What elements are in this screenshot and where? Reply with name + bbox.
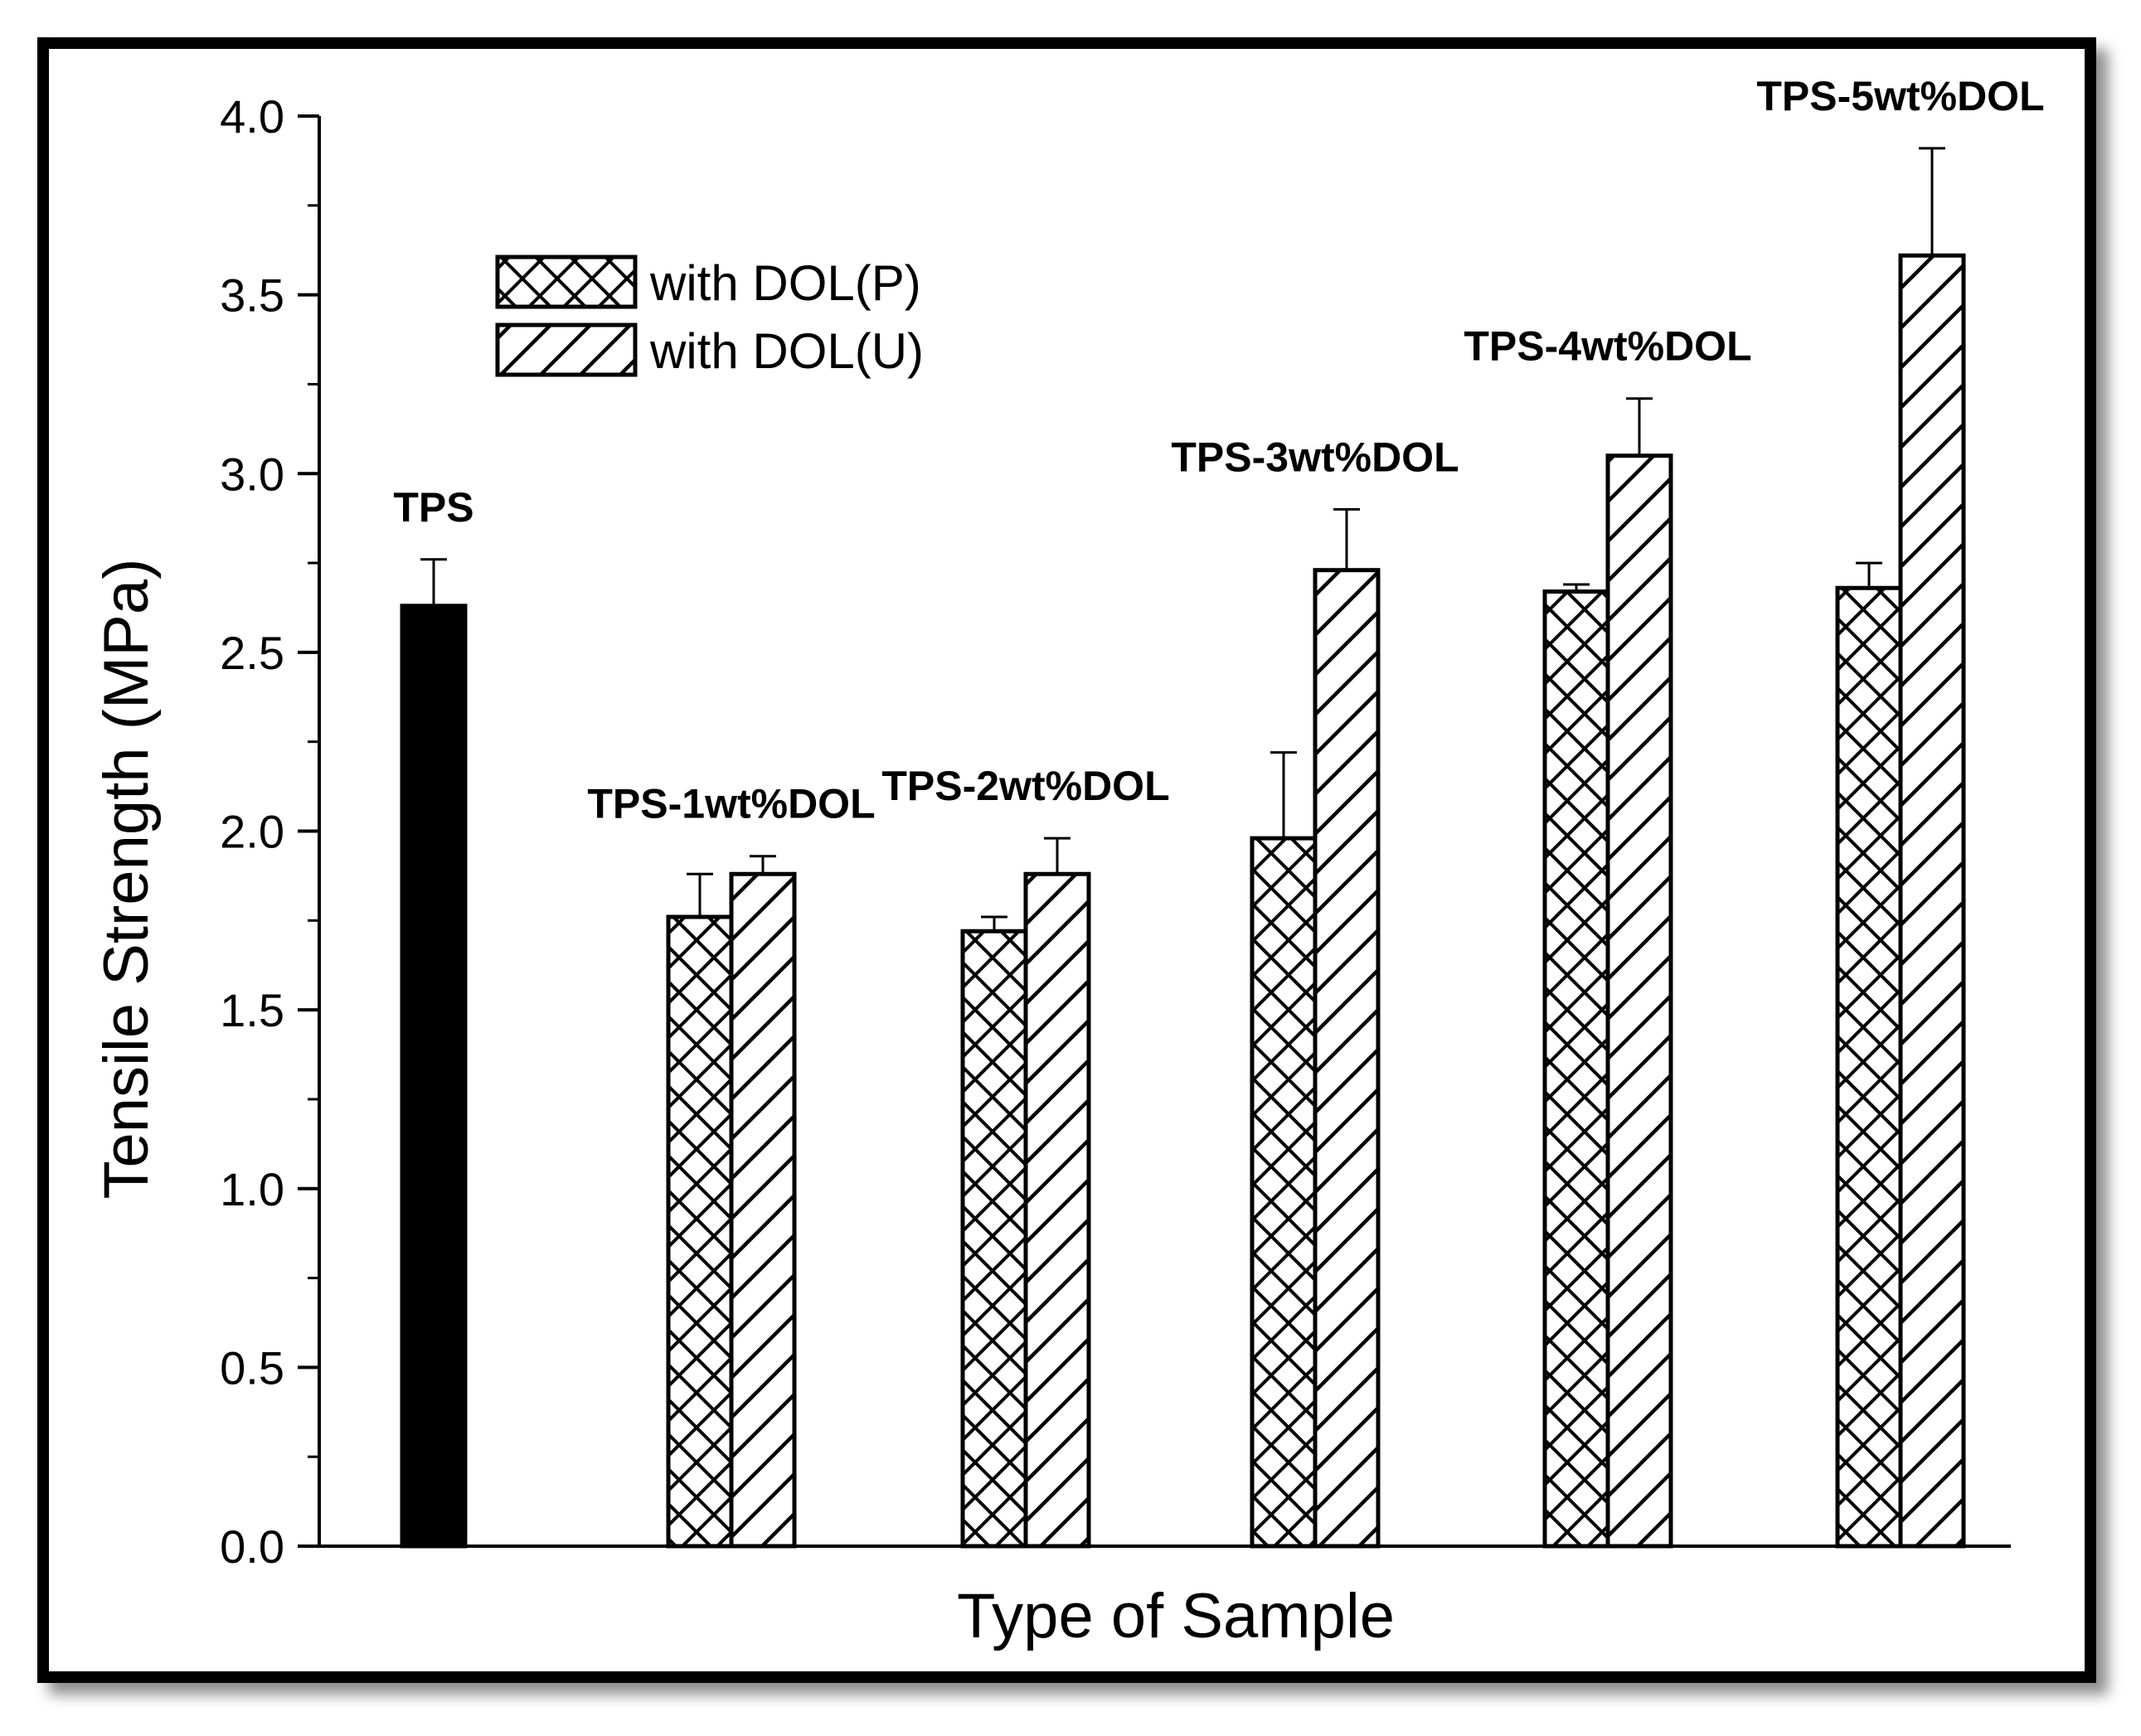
- category-label: TPS-1wt%DOL: [587, 781, 875, 827]
- category-label: TPS-4wt%DOL: [1464, 323, 1751, 370]
- bar-dol-p: [1835, 585, 1903, 1549]
- y-tick-label: 0.0: [220, 1520, 284, 1573]
- category-label: TPS-5wt%DOL: [1756, 73, 2044, 119]
- category-label: TPS: [393, 484, 473, 531]
- legend-label-p: with DOL(P): [649, 255, 921, 311]
- y-tick-label: 4.0: [220, 90, 284, 143]
- legend-swatch-crosshatch: [495, 255, 638, 309]
- legend-label-u: with DOL(U): [649, 323, 924, 379]
- y-tick-label: 1.5: [220, 984, 284, 1036]
- category-label: TPS-2wt%DOL: [881, 763, 1169, 809]
- category-labels: TPS TPS-1wt%DOL TPS-2wt%DOL TPS-3wt%DOL TPS-…: [393, 73, 2044, 827]
- axes: 0.0 0.5 1.0 1.5 2.0 2.5 3.0 3.5 4.0: [220, 90, 2011, 1573]
- bar-dol-p: [960, 929, 1028, 1549]
- y-tick-label: 1.0: [220, 1163, 284, 1215]
- y-tick-label: 3.0: [220, 448, 284, 500]
- bar-dol-u: [1023, 871, 1091, 1549]
- y-tick-label: 2.0: [220, 806, 284, 858]
- y-tick-label: 3.5: [220, 269, 284, 322]
- bar-dol-p: [1542, 589, 1610, 1549]
- bar-dol-u: [1898, 253, 1966, 1549]
- legend: with DOL(P) with DOL(U): [495, 255, 924, 379]
- bar-dol-u: [1313, 568, 1381, 1549]
- bar-dol-p: [666, 914, 734, 1549]
- category-label: TPS-3wt%DOL: [1171, 434, 1459, 480]
- y-axis-title: Tensile Strength (MPa): [91, 559, 162, 1200]
- bar-tps-control: [400, 604, 468, 1549]
- bars: [400, 147, 1966, 1549]
- y-tick-label: 2.5: [220, 627, 284, 679]
- bar-dol-p: [1250, 836, 1318, 1549]
- bar-dol-u: [729, 871, 797, 1549]
- y-tick-label: 0.5: [220, 1341, 284, 1394]
- bar-dol-u: [1605, 453, 1673, 1549]
- legend-swatch-diagonal: [495, 322, 638, 377]
- x-axis-title: Type of Sample: [957, 1581, 1395, 1651]
